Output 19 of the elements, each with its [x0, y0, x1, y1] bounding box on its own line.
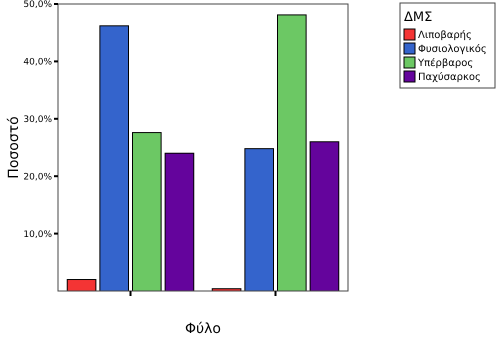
- legend-label: Λιποβαρής: [418, 30, 472, 41]
- y-axis-title: Ποσοστό: [6, 116, 22, 179]
- y-tick-label: 10,0%: [23, 230, 52, 240]
- y-tick-label: 20,0%: [23, 172, 52, 182]
- bar: [164, 152, 194, 292]
- y-tick-label: 30,0%: [23, 114, 52, 125]
- bar: [99, 25, 129, 292]
- bar: [66, 279, 96, 292]
- bar: [132, 132, 162, 292]
- y-tick-label: 50,0%: [23, 0, 52, 10]
- legend-title: ΔΜΣ: [404, 10, 432, 25]
- legend-label: Παχύσαρκος: [418, 72, 481, 83]
- y-tick-label: 40,0%: [23, 58, 52, 68]
- x-axis-title: Φύλο: [185, 321, 221, 337]
- bar: [310, 141, 340, 292]
- legend-label: Φυσιολογικός: [418, 44, 487, 55]
- legend-label: Υπέρβαρος: [417, 58, 474, 69]
- bar: [244, 148, 274, 292]
- bar: [277, 14, 307, 292]
